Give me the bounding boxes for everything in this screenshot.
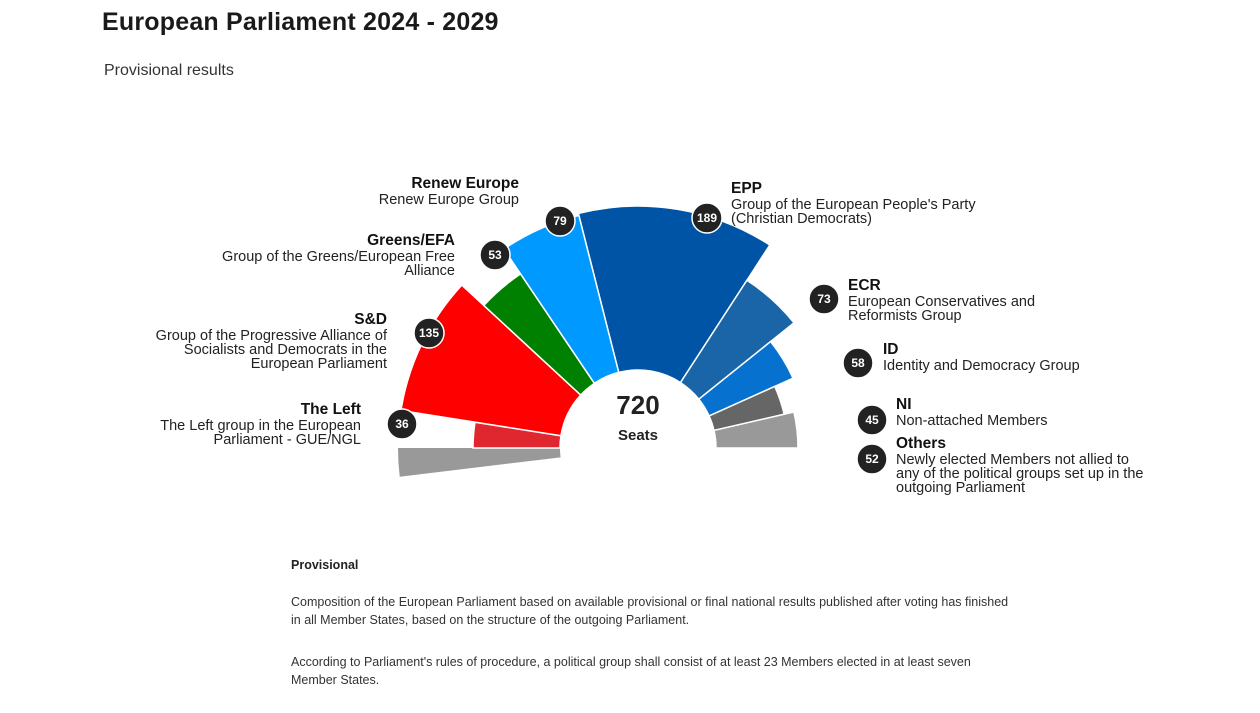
seat-count-epp: 189 — [697, 211, 717, 225]
seat-badge-ni — [856, 404, 888, 436]
notes-heading: Provisional — [291, 558, 359, 572]
seat-count-id: 58 — [851, 356, 865, 370]
page-subtitle: Provisional results — [104, 62, 234, 79]
label-name: EPP — [731, 180, 763, 197]
seat-count-ni: 45 — [865, 413, 879, 427]
seat-badge-sd — [413, 317, 445, 349]
label-name: Greens/EFA — [367, 232, 455, 249]
page-title: European Parliament 2024 - 2029 — [102, 8, 499, 36]
seat-count-ecr: 73 — [817, 292, 831, 306]
label-name: Renew Europe — [411, 175, 519, 192]
label-ecr: ECR European Conservatives and Reformist… — [848, 277, 1073, 324]
seat-badge-left — [386, 408, 418, 440]
seat-badge-others — [856, 443, 888, 475]
total-seats-label: Seats — [617, 427, 659, 444]
segment-left-extension — [398, 448, 561, 477]
hemicycle-center — [560, 370, 716, 448]
label-the-left: The Left The Left group in the European … — [121, 401, 361, 448]
hemicycle-chart: 36 135 53 79 189 73 58 45 52 — [386, 202, 888, 477]
label-greens: Greens/EFA Group of the Greens/European … — [170, 232, 455, 279]
notes-paragraph-2: According to Parliament's rules of proce… — [291, 655, 971, 687]
label-name: The Left — [300, 401, 361, 418]
label-full: Newly elected Members not allied to any … — [896, 452, 1144, 496]
label-epp: EPP Group of the European People's Party… — [731, 180, 981, 227]
label-name: ID — [883, 341, 899, 358]
label-full: Renew Europe Group — [378, 192, 519, 208]
notes-section: Provisional Composition of the European … — [291, 558, 1011, 713]
notes-paragraph-1: Composition of the European Parliament b… — [291, 595, 1009, 627]
label-full: European Conservatives and Reformists Gr… — [848, 294, 1036, 324]
seat-count-left: 36 — [395, 417, 409, 431]
seat-badge-id — [842, 347, 874, 379]
label-sd: S&D Group of the Progressive Alliance of… — [137, 311, 387, 372]
label-id: ID Identity and Democracy Group — [883, 341, 1080, 374]
label-full: Non-attached Members — [896, 413, 1048, 429]
label-name: NI — [896, 396, 912, 413]
label-full: The Left group in the European Parliamen… — [160, 418, 361, 448]
seat-count-sd: 135 — [419, 326, 439, 340]
label-full: Group of the Progressive Alliance of Soc… — [155, 328, 387, 372]
seat-count-renew: 79 — [553, 214, 567, 228]
label-name: Others — [896, 435, 946, 452]
seat-badge-epp — [691, 202, 723, 234]
seat-count-greens: 53 — [488, 248, 502, 262]
label-full: Group of the Greens/European Free Allian… — [222, 249, 455, 279]
label-full: Group of the European People's Party (Ch… — [731, 197, 976, 227]
seat-count-others: 52 — [865, 452, 879, 466]
seat-badge-ecr — [808, 283, 840, 315]
seat-badge-greens — [479, 239, 511, 271]
label-others: Others Newly elected Members not allied … — [896, 435, 1156, 496]
seat-badge-renew — [544, 205, 576, 237]
label-name: ECR — [848, 277, 881, 294]
label-name: S&D — [354, 311, 387, 328]
label-ni: NI Non-attached Members — [896, 396, 1048, 429]
total-seats-value: 720 — [616, 390, 660, 420]
label-full: Identity and Democracy Group — [883, 358, 1080, 374]
label-renew: Renew Europe Renew Europe Group — [378, 175, 519, 208]
